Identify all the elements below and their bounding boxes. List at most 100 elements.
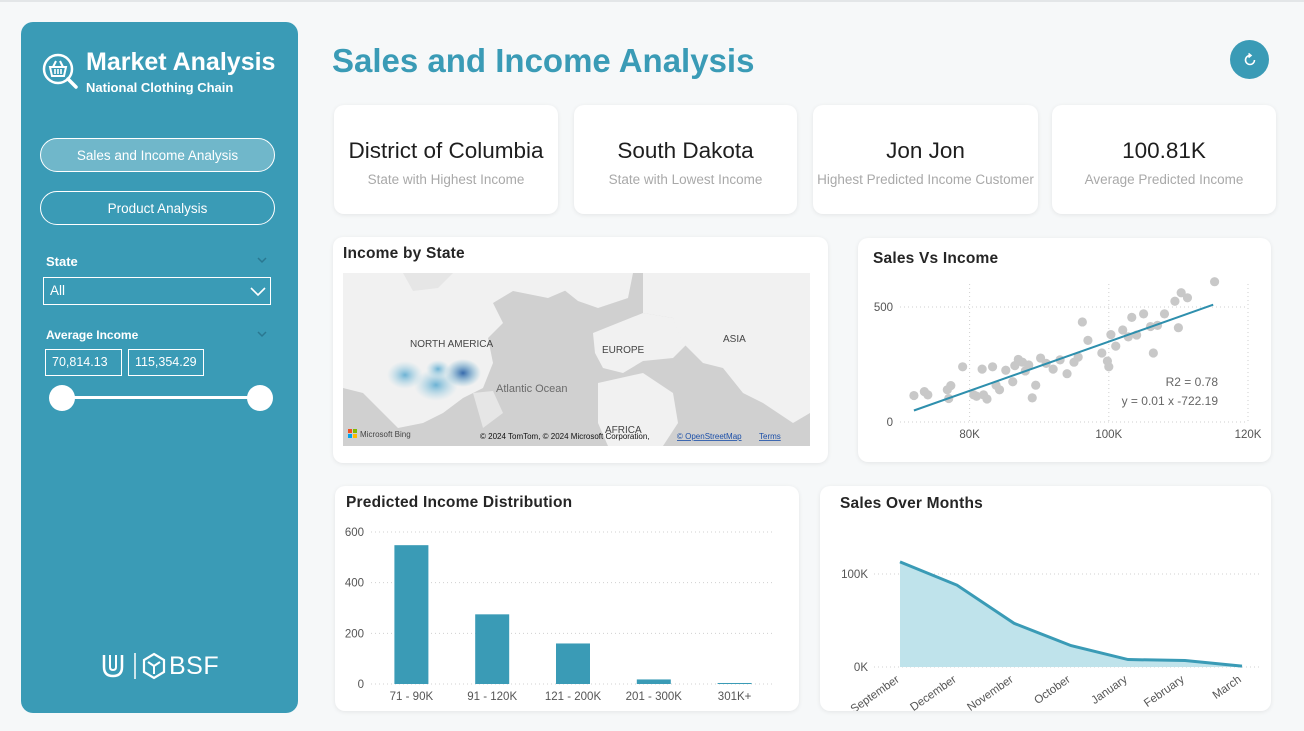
scatter-point — [909, 390, 919, 401]
refresh-icon — [1244, 52, 1255, 65]
refresh-button[interactable] — [1230, 40, 1269, 79]
state-filter-collapse-icon[interactable] — [257, 255, 267, 265]
sidebar: Market Analysis National Clothing Chain … — [21, 22, 298, 713]
scatter-point — [1104, 362, 1114, 372]
scatter-point — [977, 364, 987, 374]
scatter-y-tick: 0 — [887, 417, 893, 429]
kpi-label: Average Predicted Income — [1084, 172, 1244, 187]
scatter-point — [1027, 393, 1037, 403]
map-label-atlantic: Atlantic Ocean — [496, 383, 568, 395]
map-label-north-america: NORTH AMERICA — [410, 339, 493, 350]
scatter-equation-annotation: y = 0.01 x -722.19 — [1122, 394, 1219, 408]
scatter-x-tick: 120K — [1235, 429, 1262, 441]
area-chart-title: Sales Over Months — [840, 495, 983, 512]
bar-x-tick: 301K+ — [718, 691, 752, 703]
scatter-point — [1106, 330, 1116, 340]
scatter-point — [1127, 312, 1137, 322]
kpi-card-lowest-income-state: South Dakota State with Lowest Income — [574, 105, 797, 214]
kpi-value: District of Columbia — [348, 138, 544, 163]
kpi-value: 100.81K — [1122, 138, 1206, 163]
income-by-state-card: Income by State NORTH AMERICA EUROPE ASI… — [333, 237, 828, 463]
state-filter-label: State — [46, 254, 78, 269]
scatter-point — [1008, 377, 1018, 387]
predicted-income-distribution-card: Predicted Income Distribution 0 200 400 600… — [335, 486, 799, 711]
scatter-point — [1118, 325, 1128, 335]
bar — [717, 682, 752, 684]
scatter-point — [994, 385, 1005, 395]
scatter-x-tick: 80K — [959, 429, 980, 441]
scatter-point — [1097, 348, 1107, 358]
bar-y-tick: 200 — [345, 628, 364, 640]
area-x-tick: February — [1142, 673, 1187, 709]
bar-chart-title: Predicted Income Distribution — [346, 494, 573, 511]
scatter-point — [946, 381, 956, 391]
map-osm-link[interactable]: © OpenStreetMap — [677, 432, 742, 441]
shopping-basket-search-icon — [42, 53, 78, 89]
sales-vs-income-chart[interactable]: 80K 100K 120K 0 500 R2 = 0.78 y = 0.01 x -722.… — [858, 238, 1271, 462]
scatter-x-tick: 100K — [1095, 429, 1122, 441]
scatter-point — [1159, 309, 1170, 319]
income-filter-label: Average Income — [46, 328, 139, 342]
map-terms-link[interactable]: Terms — [759, 432, 781, 441]
bar-x-tick: 121 - 200K — [545, 691, 602, 703]
app-title: Market Analysis — [86, 48, 276, 76]
microsoft-logo-icon — [348, 429, 352, 433]
bar-x-tick: 71 - 90K — [390, 691, 434, 703]
scatter-point — [1031, 380, 1041, 390]
income-map[interactable]: NORTH AMERICA EUROPE ASIA Atlantic Ocean… — [343, 273, 810, 446]
income-slider-max-handle[interactable] — [247, 385, 273, 411]
kpi-card-top-customer: Jon Jon Highest Predicted Income Custome… — [813, 105, 1038, 214]
kpi-label: Highest Predicted Income Customer — [817, 172, 1034, 187]
top-divider — [0, 0, 1304, 2]
scatter-point — [1173, 323, 1183, 333]
scatter-point — [1024, 360, 1034, 370]
income-slider-track[interactable] — [62, 396, 260, 399]
map-attribution: © 2024 TomTom, © 2024 Microsoft Corporat… — [480, 432, 650, 441]
scatter-point — [1048, 364, 1058, 374]
bar-y-tick: 400 — [345, 578, 364, 590]
world-map-graphic: NORTH AMERICA EUROPE ASIA Atlantic Ocean… — [343, 273, 810, 446]
map-label-europe: EUROPE — [602, 345, 645, 356]
area-x-tick: March — [1211, 674, 1244, 702]
nav-sales-income-button[interactable]: Sales and Income Analysis — [40, 138, 275, 172]
scatter-point — [1176, 288, 1186, 298]
income-max-input[interactable]: 115,354.29 — [128, 349, 204, 376]
nav-product-analysis-button[interactable]: Product Analysis — [40, 191, 275, 225]
sales-over-months-chart[interactable]: 0K 100K September December November October Ja… — [820, 486, 1271, 711]
scatter-point — [1001, 365, 1011, 375]
scatter-r2-annotation: R2 = 0.78 — [1166, 375, 1219, 389]
kpi-value: Jon Jon — [886, 138, 965, 163]
income-min-input[interactable]: 70,814.13 — [45, 349, 122, 376]
bar-x-tick: 201 - 300K — [626, 691, 683, 703]
state-dropdown[interactable]: All — [43, 277, 271, 305]
scatter-point — [987, 362, 998, 372]
sales-vs-income-card: Sales Vs Income 80K 100K 120K 0 500 R2 = 0.78… — [858, 238, 1271, 462]
area-line — [899, 560, 1243, 668]
brand-name: BSF — [169, 652, 220, 680]
income-filter-collapse-icon[interactable] — [257, 329, 267, 339]
scatter-point — [1170, 296, 1180, 306]
scatter-point — [1148, 348, 1158, 358]
kpi-card-highest-income-state: District of Columbia State with Highest … — [334, 105, 558, 214]
scatter-point — [1139, 309, 1149, 319]
bar-x-tick: 91 - 120K — [467, 691, 517, 703]
scatter-point — [1073, 352, 1083, 362]
scatter-point — [1062, 369, 1072, 379]
brand-logo: BSF — [101, 652, 221, 680]
scatter-point — [1111, 341, 1121, 351]
bar — [636, 679, 671, 684]
bar — [556, 643, 590, 684]
app-subtitle: National Clothing Chain — [86, 80, 234, 95]
income-slider-min-handle[interactable] — [49, 385, 75, 411]
area-x-tick: November — [965, 674, 1015, 711]
area-fill — [900, 561, 1242, 667]
scatter-point — [1182, 293, 1193, 303]
sales-over-months-card: Sales Over Months 0K 100K September Decembe… — [820, 486, 1271, 711]
scatter-y-tick: 500 — [874, 302, 893, 314]
bar-y-tick: 0 — [358, 679, 364, 691]
scatter-point — [982, 394, 992, 404]
predicted-income-bar-chart[interactable]: 0 200 400 600 71 - 90K 91 - 120K 121 - 200K 201… — [335, 486, 799, 711]
scatter-point — [923, 390, 933, 400]
scatter-trendline — [913, 303, 1214, 412]
kpi-card-average-income: 100.81K Average Predicted Income — [1052, 105, 1276, 214]
